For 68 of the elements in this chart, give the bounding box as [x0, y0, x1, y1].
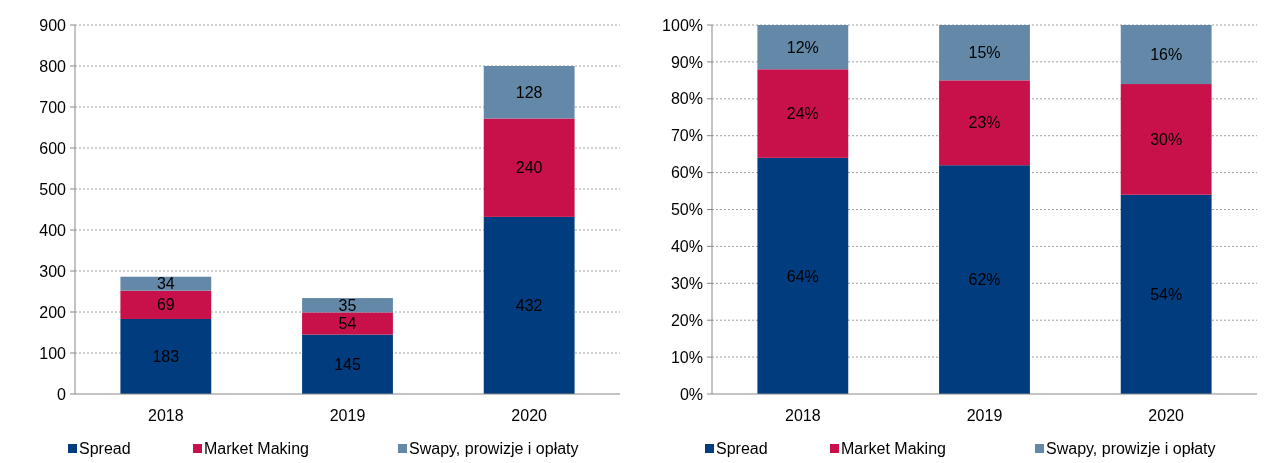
- data-label: 15%: [968, 44, 1001, 62]
- bar: [939, 80, 1030, 166]
- y-tick-label: 100: [39, 344, 67, 362]
- data-label: 183: [152, 348, 180, 366]
- y-tick-label: 500: [39, 180, 67, 198]
- bar: [483, 118, 575, 217]
- x-tick-label: 2018: [148, 407, 184, 424]
- bar: [939, 25, 1030, 81]
- bar: [757, 69, 849, 158]
- y-tick-label: 30%: [670, 274, 703, 292]
- x-tick-label: 2018: [785, 407, 821, 424]
- data-label: 64%: [786, 267, 819, 285]
- bar: [1120, 84, 1212, 195]
- y-tick-label: 90%: [670, 53, 703, 71]
- x-tick-label: 2019: [329, 407, 366, 424]
- data-label: 145: [334, 355, 361, 373]
- y-tick-label: 0: [57, 385, 67, 403]
- data-label: 62%: [968, 271, 1001, 289]
- x-tick-label: 2019: [966, 407, 1003, 424]
- bar: [120, 318, 212, 394]
- bar: [757, 157, 849, 394]
- y-tick-label: 700: [39, 98, 67, 116]
- bar: [1120, 194, 1212, 394]
- y-tick-label: 100%: [662, 16, 703, 34]
- y-tick-label: 20%: [670, 311, 703, 329]
- data-label: 54%: [1150, 285, 1183, 303]
- y-tick-label: 800: [39, 57, 67, 75]
- bar: [483, 216, 575, 394]
- y-tick-label: 60%: [670, 164, 703, 182]
- bar: [302, 312, 393, 335]
- legend-label: Swapy, prowizje i opłaty: [1046, 440, 1216, 457]
- y-tick-label: 70%: [670, 127, 703, 145]
- y-tick-label: 600: [39, 139, 67, 157]
- legend-label: Spread: [79, 440, 131, 457]
- legend-label: Market Making: [204, 440, 309, 457]
- bar: [302, 334, 393, 394]
- data-label: 24%: [786, 105, 819, 123]
- y-tick-label: 300: [39, 262, 67, 280]
- bar: [1120, 25, 1212, 85]
- y-tick-label: 40%: [670, 238, 703, 255]
- data-label: 35: [338, 296, 357, 314]
- data-label: 12%: [786, 38, 819, 56]
- y-tick-label: 10%: [670, 348, 703, 366]
- data-label: 432: [515, 297, 543, 315]
- bar: [483, 66, 575, 119]
- bar: [120, 276, 212, 291]
- data-label: 128: [515, 83, 543, 101]
- data-label: 16%: [1150, 46, 1183, 64]
- y-tick-label: 50%: [670, 201, 703, 219]
- y-tick-label: 200: [39, 303, 67, 321]
- bar: [120, 290, 212, 319]
- y-tick-label: 900: [39, 16, 67, 34]
- data-label: 69: [156, 296, 175, 314]
- x-tick-label: 2020: [1148, 407, 1185, 424]
- data-label: 240: [515, 159, 543, 177]
- x-tick-label: 2020: [511, 407, 548, 424]
- legend-label: Swapy, prowizje i opłaty: [409, 440, 579, 457]
- data-label: 30%: [1150, 130, 1183, 148]
- legend-label: Spread: [716, 440, 768, 457]
- data-label: 54: [338, 315, 357, 333]
- y-tick-label: 0%: [679, 385, 703, 403]
- data-label: 23%: [968, 114, 1001, 132]
- bar: [939, 165, 1030, 394]
- bar: [757, 25, 849, 70]
- legend-label: Market Making: [841, 440, 946, 457]
- data-label: 34: [156, 275, 175, 293]
- y-tick-label: 80%: [670, 90, 703, 108]
- y-tick-label: 400: [39, 221, 67, 239]
